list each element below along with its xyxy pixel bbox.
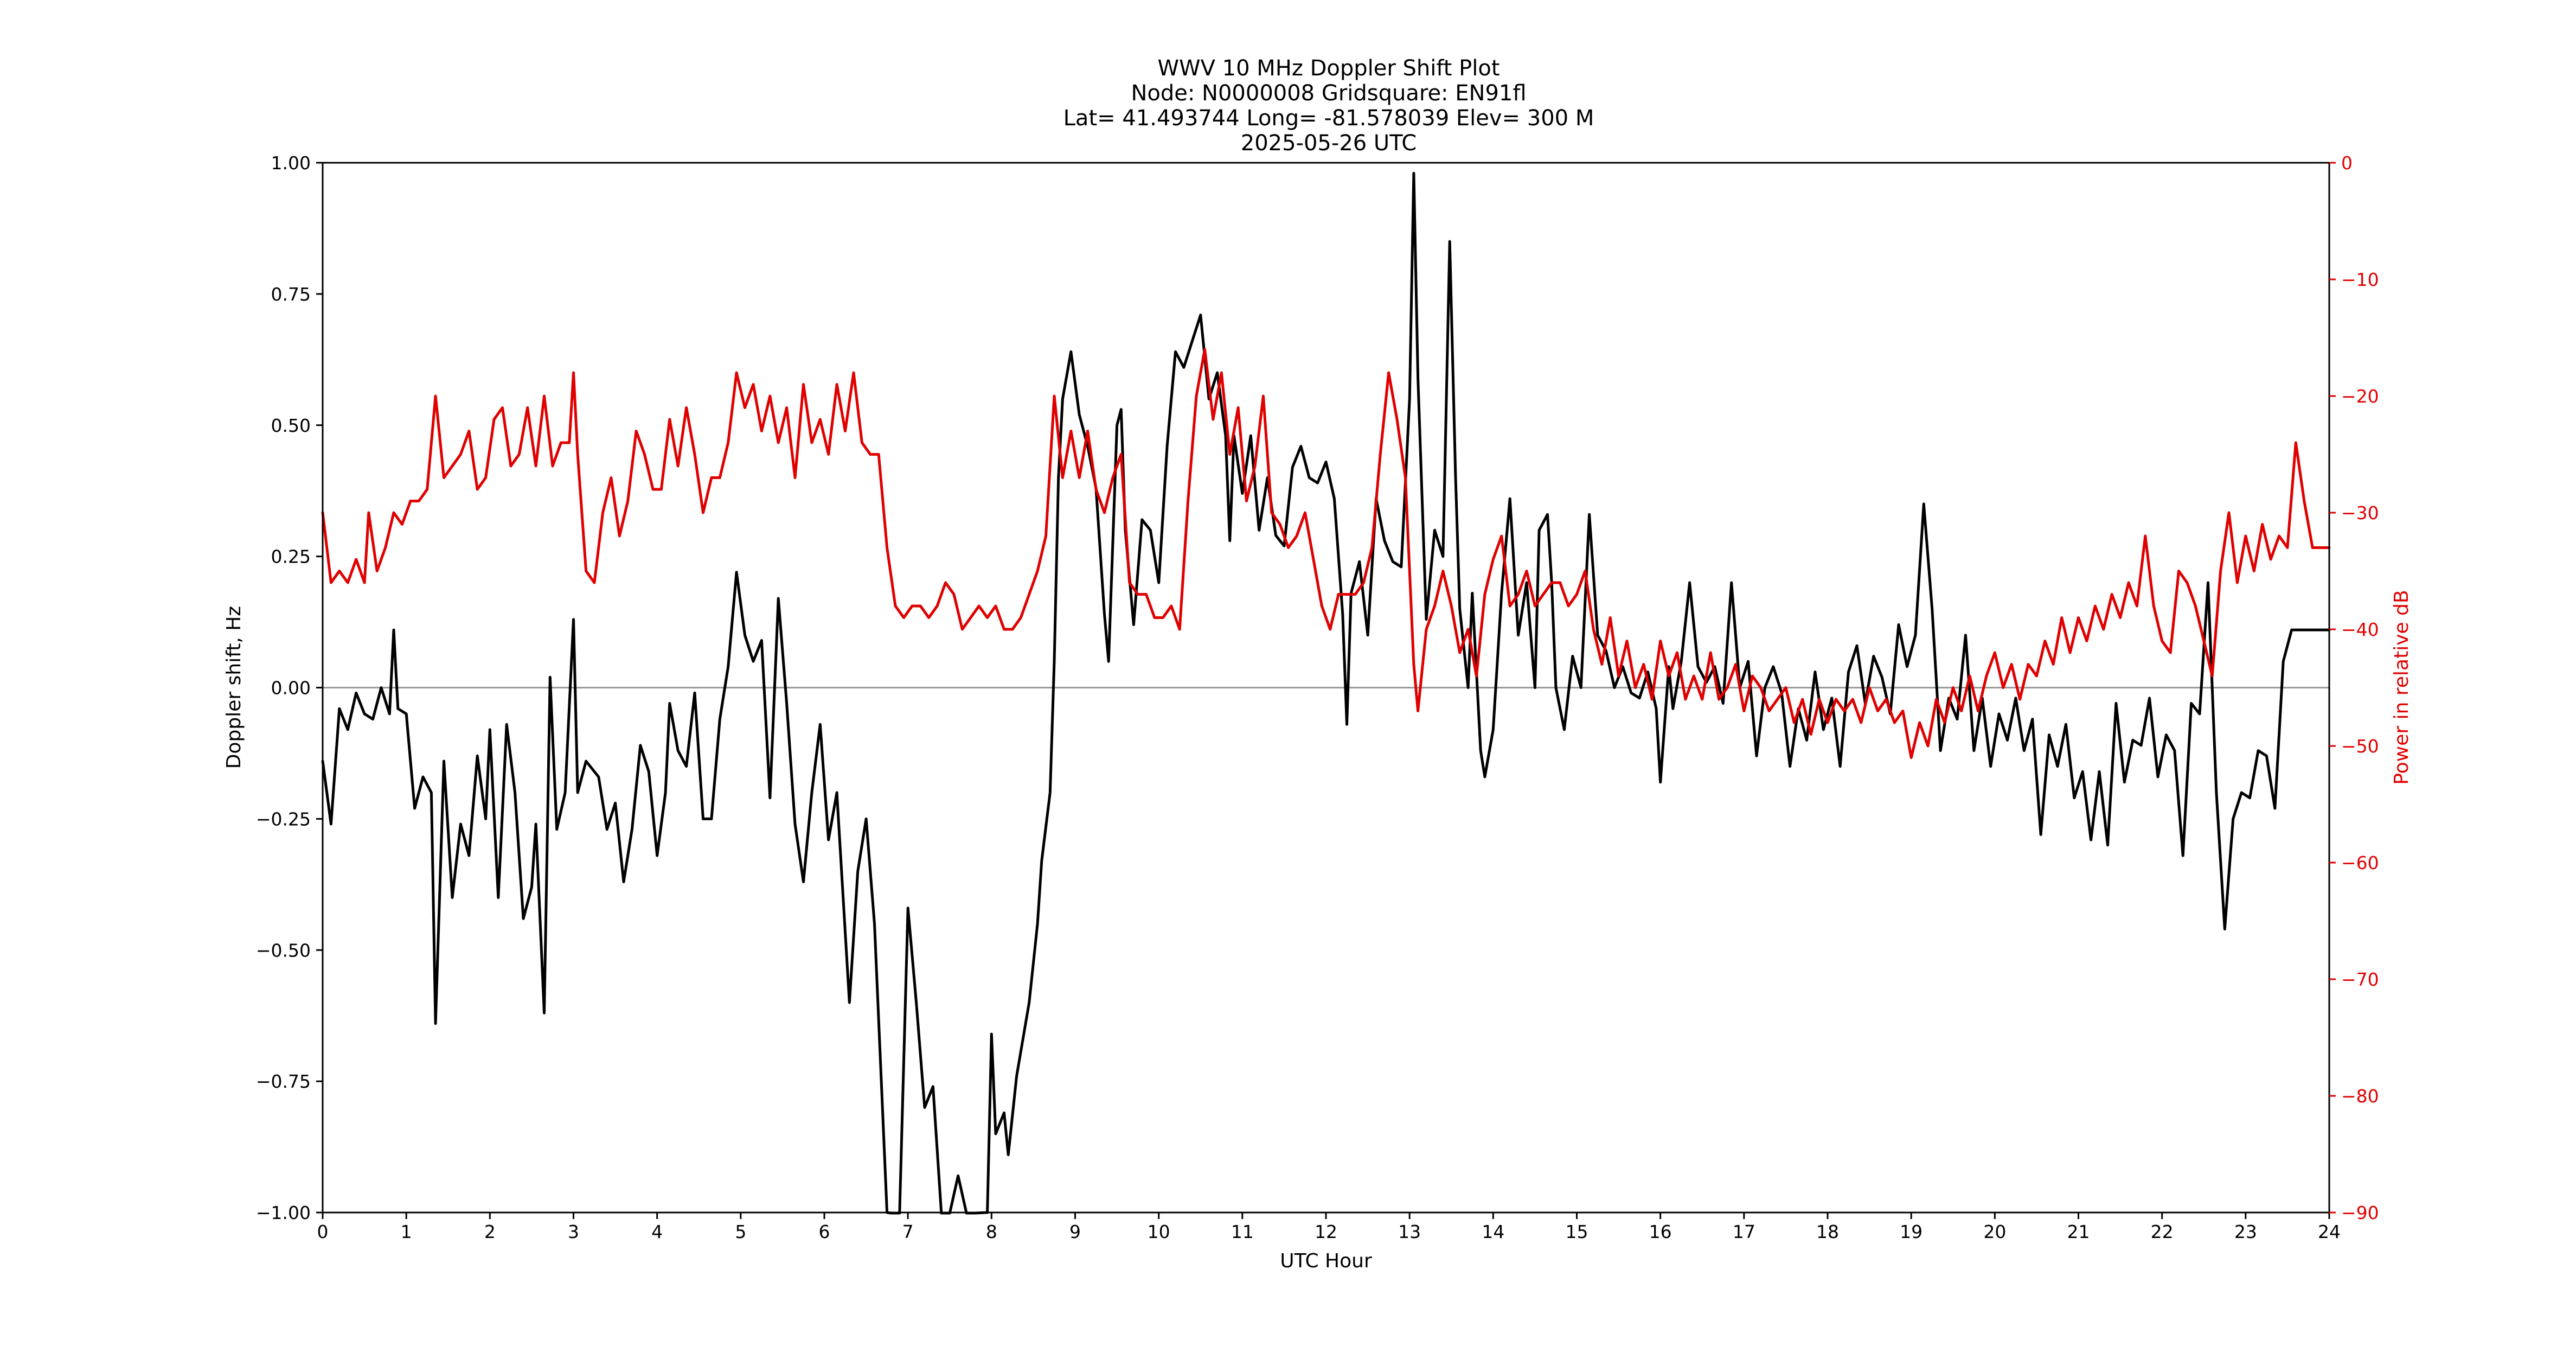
x-tick-label: 22 [2151,1221,2174,1242]
x-tick-label: 10 [1148,1221,1170,1242]
y-tick-label-left: −0.75 [256,1071,311,1092]
x-tick-label: 24 [2318,1221,2341,1242]
x-tick-label: 17 [1733,1221,1755,1242]
chart-title-line-2: Node: N0000008 Gridsquare: EN91fl [1131,81,1526,106]
chart-title-line-4: 2025-05-26 UTC [1241,131,1417,156]
power-series-line [321,348,2331,759]
y-tick-label-right: 0 [2341,152,2353,174]
x-tick-label: 0 [317,1221,329,1242]
y-tick-label-right: −80 [2341,1086,2379,1107]
x-tick-label: 12 [1315,1221,1337,1242]
x-tick-label: 16 [1649,1221,1672,1242]
x-tick-label: 4 [651,1221,663,1242]
y-tick-label-left: −0.50 [256,940,311,961]
x-tick-label: 21 [2067,1221,2090,1242]
y-axis-label-right: Power in relative dB [2391,590,2413,784]
x-tick-label: 20 [1983,1221,2006,1242]
y-tick-label-left: 0.50 [271,415,311,436]
y-tick-label-left: 0.00 [271,678,311,699]
x-tick-label: 19 [1900,1221,1923,1242]
y-axis-label-left: Doppler shift, Hz [223,606,245,769]
y-tick-label-right: −30 [2341,502,2379,524]
y-tick-label-left: −0.25 [256,808,311,830]
x-tick-label: 6 [819,1221,830,1242]
y-tick-label-left: −1.00 [256,1202,311,1223]
x-tick-label: 7 [902,1221,914,1242]
x-tick-label: 14 [1482,1221,1504,1242]
chart-title-line-1: WWV 10 MHz Doppler Shift Plot [1157,56,1500,81]
y-tick-label-right: −50 [2341,736,2379,757]
y-tick-label-right: −60 [2341,852,2379,873]
x-tick-label: 23 [2234,1221,2257,1242]
y-tick-label-right: −10 [2341,269,2379,290]
x-tick-label: 11 [1231,1221,1254,1242]
x-tick-label: 1 [401,1221,412,1242]
x-tick-label: 5 [735,1221,746,1242]
x-tick-label: 3 [568,1221,579,1242]
doppler-series-line [321,171,2331,1215]
x-tick-label: 2 [484,1221,496,1242]
y-tick-label-right: −20 [2341,386,2379,407]
y-tick-label-right: −40 [2341,619,2379,640]
y-tick-label-left: 0.75 [271,284,311,305]
y-tick-label-right: −90 [2341,1202,2379,1223]
chart-title-line-3: Lat= 41.493744 Long= -81.578039 Elev= 30… [1063,106,1594,131]
y-tick-label-right: −70 [2341,969,2379,990]
x-tick-label: 13 [1398,1221,1421,1242]
x-tick-label: 9 [1069,1221,1081,1242]
y-tick-label-left: 1.00 [271,152,311,174]
x-tick-label: 15 [1566,1221,1588,1242]
x-tick-label: 8 [986,1221,997,1242]
y-tick-label-left: 0.25 [271,546,311,567]
x-tick-label: 18 [1816,1221,1839,1242]
x-axis-label: UTC Hour [1280,1250,1372,1272]
